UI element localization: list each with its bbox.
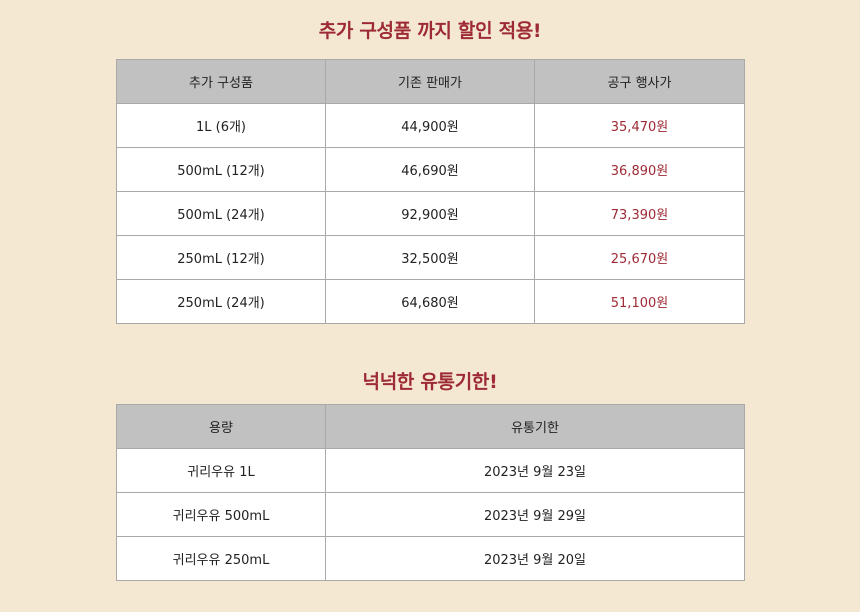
expiration-table: 용량 유통기한 귀리우유 1L 2023년 9월 23일 귀리우유 500mL … — [116, 404, 745, 581]
table-row: 500mL (12개) 46,690원 36,890원 — [116, 147, 745, 192]
item-name-cell: 1L (6개) — [116, 103, 326, 148]
original-price-cell: 64,680원 — [325, 279, 535, 324]
item-name-cell: 250mL (12개) — [116, 235, 326, 280]
original-price-cell: 92,900원 — [325, 191, 535, 236]
expiration-date-cell: 2023년 9월 23일 — [325, 448, 745, 493]
section-title-expiration: 넉넉한 유통기한! — [362, 371, 498, 393]
original-price-cell: 44,900원 — [325, 103, 535, 148]
column-header-volume: 용량 — [116, 404, 326, 449]
original-price-cell: 32,500원 — [325, 235, 535, 280]
sale-price-cell: 35,470원 — [534, 103, 745, 148]
discount-price-table: 추가 구성품 기존 판매가 공구 행사가 1L (6개) 44,900원 35,… — [116, 59, 745, 324]
section-title-discount: 추가 구성품 까지 할인 적용! — [318, 20, 542, 42]
table-row: 귀리우유 1L 2023년 9월 23일 — [116, 448, 745, 493]
table-header-row: 용량 유통기한 — [116, 404, 745, 449]
column-header-sale-price: 공구 행사가 — [534, 59, 745, 104]
column-header-item: 추가 구성품 — [116, 59, 326, 104]
item-name-cell: 500mL (24개) — [116, 191, 326, 236]
product-volume-cell: 귀리우유 500mL — [116, 492, 326, 537]
product-volume-cell: 귀리우유 1L — [116, 448, 326, 493]
expiration-date-cell: 2023년 9월 29일 — [325, 492, 745, 537]
table-row: 1L (6개) 44,900원 35,470원 — [116, 103, 745, 148]
sale-price-cell: 73,390원 — [534, 191, 745, 236]
table-row: 500mL (24개) 92,900원 73,390원 — [116, 191, 745, 236]
sale-price-cell: 25,670원 — [534, 235, 745, 280]
item-name-cell: 500mL (12개) — [116, 147, 326, 192]
table-row: 250mL (12개) 32,500원 25,670원 — [116, 235, 745, 280]
table-row: 250mL (24개) 64,680원 51,100원 — [116, 279, 745, 324]
product-volume-cell: 귀리우유 250mL — [116, 536, 326, 581]
table-header-row: 추가 구성품 기존 판매가 공구 행사가 — [116, 59, 745, 104]
sale-price-cell: 36,890원 — [534, 147, 745, 192]
expiration-date-cell: 2023년 9월 20일 — [325, 536, 745, 581]
item-name-cell: 250mL (24개) — [116, 279, 326, 324]
original-price-cell: 46,690원 — [325, 147, 535, 192]
table-row: 귀리우유 500mL 2023년 9월 29일 — [116, 492, 745, 537]
column-header-expiration: 유통기한 — [325, 404, 745, 449]
sale-price-cell: 51,100원 — [534, 279, 745, 324]
column-header-original-price: 기존 판매가 — [325, 59, 535, 104]
table-row: 귀리우유 250mL 2023년 9월 20일 — [116, 536, 745, 581]
